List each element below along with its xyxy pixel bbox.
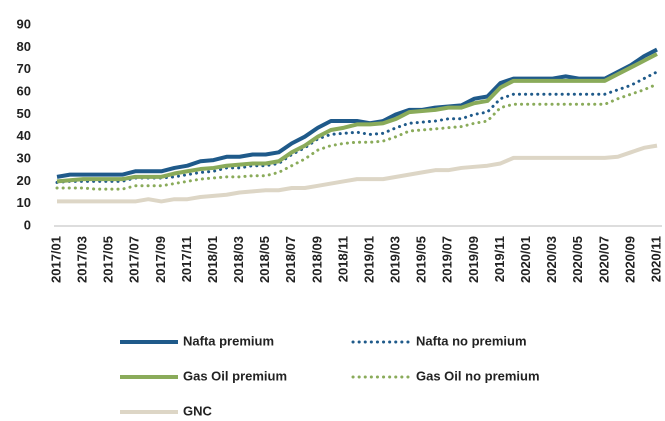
x-tick-label: 2019/01 — [361, 236, 376, 283]
series-line — [56, 47, 658, 179]
x-tick-label: 2019/09 — [466, 236, 481, 283]
x-tick-label: 2020/03 — [544, 236, 559, 283]
x-tick-label: 2018/07 — [283, 236, 298, 283]
y-tick-label: 70 — [17, 61, 31, 76]
series-line — [55, 70, 659, 184]
legend-label: Gas Oil no premium — [416, 368, 540, 383]
x-tick-label: 2017/05 — [101, 236, 116, 283]
y-tick-label: 0 — [24, 217, 31, 232]
y-tick-label: 20 — [17, 173, 31, 188]
legend-label: Gas Oil premium — [183, 368, 287, 383]
x-tick-label: 2019/07 — [440, 236, 455, 283]
x-tick-label: 2018/03 — [231, 236, 246, 283]
y-tick-label: 40 — [17, 128, 31, 143]
series-line — [55, 82, 659, 191]
x-tick-label: 2017/11 — [179, 236, 194, 282]
legend-label: Nafta no premium — [416, 333, 527, 348]
y-tick-label: 60 — [17, 83, 31, 98]
legend-label: GNC — [183, 403, 213, 418]
y-tick-label: 90 — [17, 16, 31, 31]
series-line — [57, 143, 658, 204]
x-tick-label: 2019/03 — [388, 236, 403, 283]
x-tick-label: 2020/07 — [596, 236, 611, 283]
x-tick-label: 2018/09 — [309, 236, 324, 283]
y-tick-label: 30 — [17, 150, 31, 165]
x-tick-label: 2017/07 — [127, 236, 142, 283]
x-tick-label: 2018/01 — [205, 236, 220, 283]
x-tick-label: 2020/11 — [648, 236, 663, 282]
y-tick-label: 10 — [17, 195, 31, 210]
x-tick-label: 2019/11 — [492, 236, 507, 282]
x-tick-label: 2018/05 — [257, 236, 272, 283]
x-tick-label: 2019/05 — [414, 236, 429, 283]
y-tick-label: 80 — [17, 39, 31, 54]
y-tick-label: 50 — [17, 106, 31, 121]
x-tick-label: 2017/09 — [153, 236, 168, 283]
x-tick-label: 2017/01 — [48, 236, 63, 283]
x-tick-label: 2020/09 — [622, 236, 637, 283]
x-tick-label: 2020/01 — [518, 236, 533, 283]
x-tick-label: 2020/05 — [570, 236, 585, 283]
legend-label: Nafta premium — [183, 333, 274, 348]
x-tick-label: 2017/03 — [75, 236, 90, 283]
x-tick-label: 2018/11 — [335, 236, 350, 282]
series-line — [56, 52, 658, 184]
